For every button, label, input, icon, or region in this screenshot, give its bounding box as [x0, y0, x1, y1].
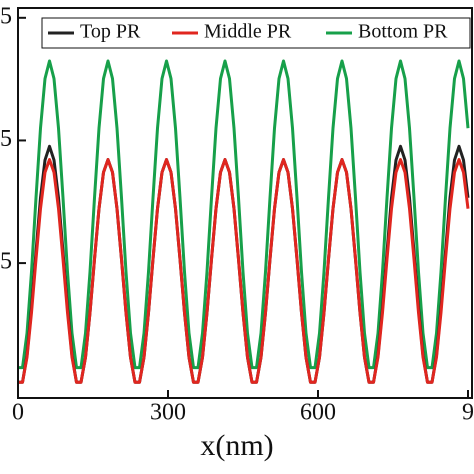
y-tick-label: 5 [0, 249, 12, 275]
x-tick-label: 300 [150, 400, 186, 426]
y-tick-label: 5 [0, 126, 12, 152]
legend-label: Top PR [80, 21, 141, 43]
x-tick-label: 0 [12, 400, 24, 426]
legend-box [41, 17, 471, 49]
line-series [18, 158, 470, 384]
y-tick-label: 5 [0, 3, 12, 29]
legend-label: Bottom PR [358, 21, 448, 43]
line-series [18, 59, 470, 370]
x-tick-label: 9 [462, 400, 474, 426]
x-axis-label: x(nm) [200, 429, 273, 462]
legend-label: Middle PR [204, 21, 292, 43]
plot-frame [17, 7, 473, 399]
x-tick-label: 600 [300, 400, 336, 426]
